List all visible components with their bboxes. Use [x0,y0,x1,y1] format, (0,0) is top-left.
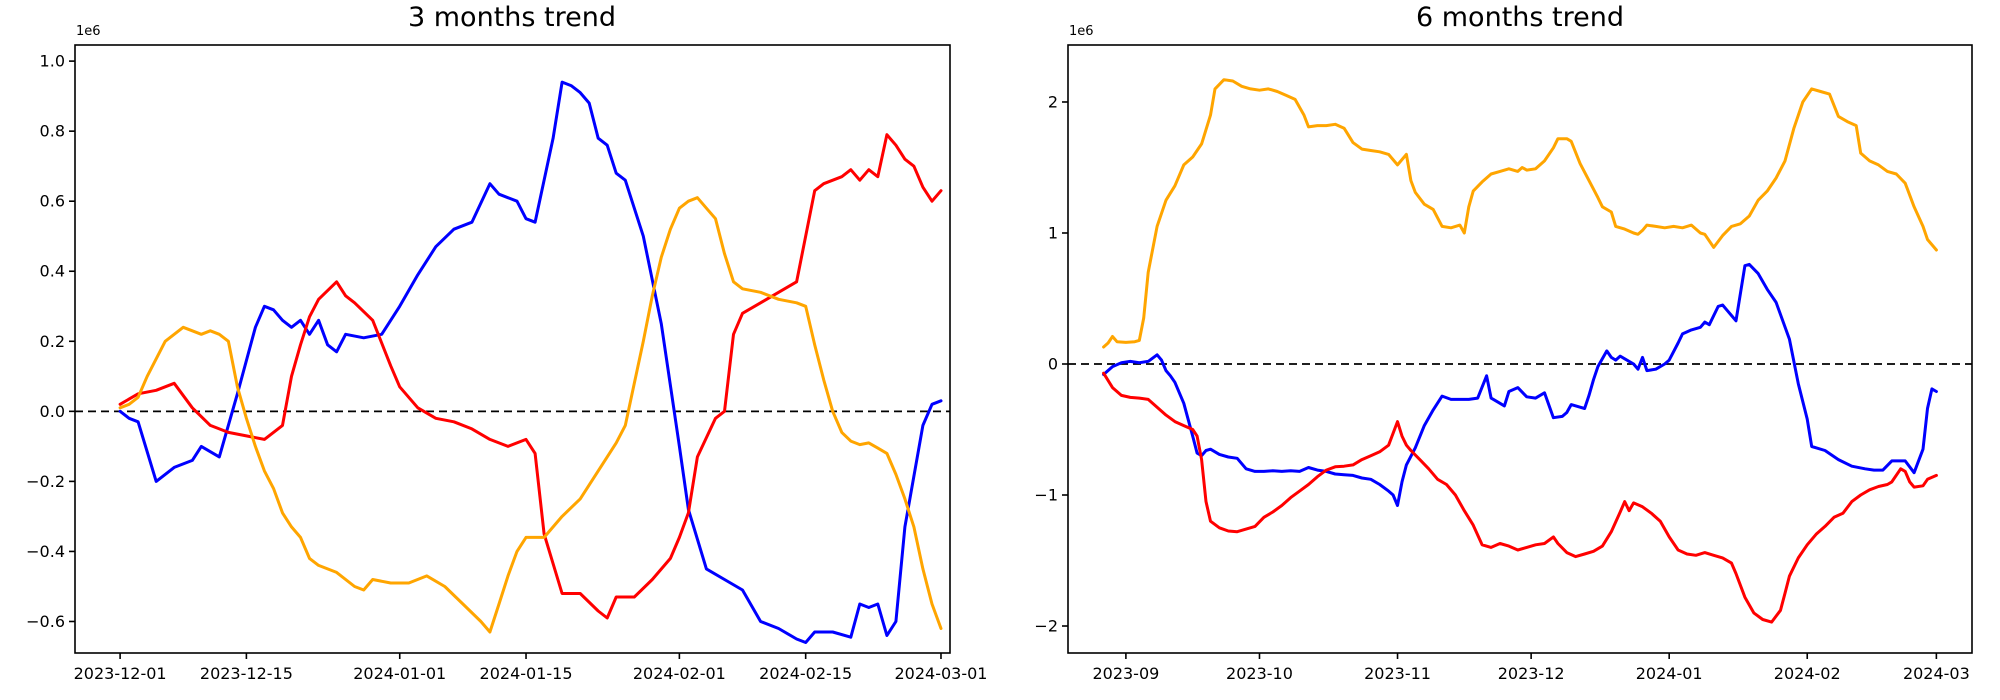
svg-text:−0.4: −0.4 [26,542,65,561]
svg-text:−1: −1 [1034,486,1058,505]
svg-text:2023-09: 2023-09 [1092,664,1159,683]
chart-3-months-offset-label: 1e6 [76,24,101,39]
svg-text:2023-11: 2023-11 [1364,664,1431,683]
svg-text:−0.6: −0.6 [26,612,65,631]
svg-text:0: 0 [1048,355,1058,374]
chart-6-months-offset-label: 1e6 [1069,24,1094,39]
svg-text:2024-02: 2024-02 [1774,664,1841,683]
svg-text:2024-02-01: 2024-02-01 [633,664,726,683]
svg-text:−0.2: −0.2 [26,472,65,491]
svg-text:−2: −2 [1034,617,1058,636]
svg-text:2024-01: 2024-01 [1636,664,1703,683]
svg-text:2023-12-15: 2023-12-15 [200,664,293,683]
svg-text:0.6: 0.6 [40,192,65,211]
svg-text:2023-10: 2023-10 [1226,664,1293,683]
svg-text:0.4: 0.4 [40,262,65,281]
svg-text:0.0: 0.0 [40,402,65,421]
svg-text:1: 1 [1048,223,1058,242]
svg-text:2024-03: 2024-03 [1903,664,1970,683]
svg-text:0.2: 0.2 [40,332,65,351]
chart-6-months-title: 6 months trend [1416,2,1624,33]
svg-text:2023-12: 2023-12 [1498,664,1565,683]
svg-text:2024-01-01: 2024-01-01 [353,664,446,683]
svg-text:1.0: 1.0 [40,52,65,71]
svg-text:2024-02-15: 2024-02-15 [759,664,852,683]
svg-text:2023-12-01: 2023-12-01 [74,664,167,683]
svg-text:2: 2 [1048,92,1058,111]
svg-text:2024-01-15: 2024-01-15 [480,664,573,683]
chart-3-months-title: 3 months trend [408,2,616,33]
svg-text:2024-03-01: 2024-03-01 [894,664,987,683]
svg-text:0.8: 0.8 [40,122,65,141]
